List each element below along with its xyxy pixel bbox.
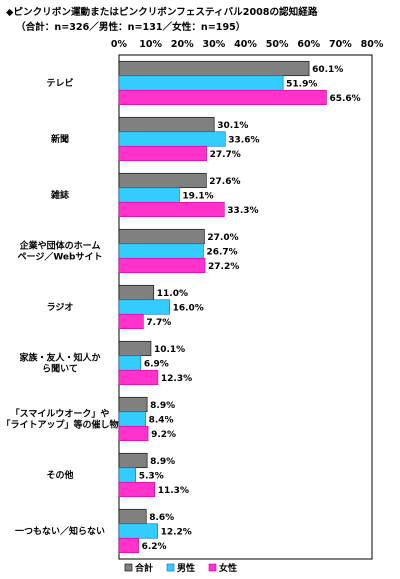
legend-label: 合計: [135, 562, 153, 574]
bar: [118, 467, 137, 483]
category-label: 「ライトアップ」等の催し物: [1, 419, 118, 431]
data-label: 19.1%: [182, 191, 213, 201]
data-label: 12.2%: [161, 527, 192, 537]
bar: [118, 299, 170, 315]
x-tick-label: 10%: [139, 39, 162, 50]
bar: [118, 537, 139, 554]
data-label: 27.2%: [208, 262, 239, 272]
x-tick-label: 50%: [266, 39, 289, 50]
data-label: 6.9%: [144, 359, 169, 369]
data-label: 6.2%: [142, 542, 167, 552]
bar: [118, 523, 158, 539]
bar: [118, 313, 144, 330]
category-label: 「スマイルウオーク」や: [11, 408, 110, 420]
data-label: 8.4%: [149, 415, 174, 425]
bar: [118, 228, 205, 245]
data-label: 51.9%: [286, 79, 317, 89]
bar: [118, 508, 147, 525]
chart-subtitle: （合計：n=326／男性：n=131／女性：n=195）: [16, 22, 246, 33]
bar: [118, 75, 284, 91]
bar: [118, 89, 327, 106]
data-label: 27.6%: [209, 177, 240, 187]
bar: [118, 411, 146, 427]
data-label: 60.1%: [312, 65, 343, 75]
data-label: 8.9%: [150, 401, 175, 411]
bar: [118, 201, 225, 218]
bar: [118, 340, 152, 357]
bar: [118, 187, 180, 203]
legend-swatch: [208, 563, 217, 572]
category-label: その他: [46, 469, 73, 481]
category-label: 新聞: [51, 133, 69, 145]
bar: [118, 145, 207, 162]
x-tick-label: 40%: [234, 39, 257, 50]
legend-label: 男性: [177, 562, 195, 574]
data-label: 9.2%: [151, 430, 176, 440]
category-label: ラジオ: [47, 302, 74, 313]
x-tick-label: 70%: [329, 39, 352, 50]
category-label: ら聞いて: [42, 364, 78, 375]
bar: [118, 425, 149, 442]
bar: [118, 116, 215, 133]
category-label: ページ／Webサイト: [18, 252, 103, 263]
data-label: 7.7%: [146, 318, 171, 328]
category-label: 一つもない／知らない: [15, 525, 105, 537]
data-label: 5.3%: [139, 471, 164, 481]
x-tick-label: 20%: [171, 39, 194, 50]
legend-label: 女性: [219, 562, 237, 574]
x-tick-label: 80%: [361, 39, 384, 50]
x-tick-label: 60%: [297, 39, 320, 50]
category-label: 企業や団体のホーム: [19, 240, 101, 252]
category-label: 雑誌: [50, 189, 69, 201]
category-label: テレビ: [46, 77, 73, 89]
data-label: 11.3%: [158, 486, 189, 496]
bar: [118, 452, 148, 469]
data-label: 30.1%: [217, 121, 248, 131]
chart-title: ◆ピンクリボン運動またはピンクリボンフェスティバル2008の認知経路: [6, 7, 318, 18]
bar: [118, 284, 155, 301]
data-label: 12.3%: [161, 374, 192, 384]
bar: [118, 60, 310, 77]
data-label: 27.0%: [207, 233, 238, 243]
x-tick-label: 0%: [111, 39, 128, 50]
data-label: 26.7%: [206, 247, 237, 257]
data-label: 11.0%: [157, 289, 188, 299]
bar: [118, 355, 142, 371]
bar: [118, 396, 148, 413]
bar: [118, 481, 156, 498]
legend-swatch: [166, 563, 175, 572]
data-label: 33.3%: [227, 206, 258, 216]
bar: [118, 172, 207, 189]
bar: [118, 369, 159, 386]
data-label: 16.0%: [173, 303, 204, 313]
data-label: 8.9%: [150, 457, 175, 467]
bar: [118, 131, 226, 147]
bar: [118, 243, 204, 259]
data-label: 65.6%: [329, 94, 360, 104]
data-label: 27.7%: [210, 150, 241, 160]
x-tick-label: 30%: [203, 39, 226, 50]
data-label: 33.6%: [228, 135, 259, 145]
legend-swatch: [124, 563, 133, 572]
data-label: 10.1%: [154, 345, 185, 355]
bar: [118, 257, 206, 274]
data-label: 8.6%: [149, 513, 174, 523]
category-label: 家族・友人・知人か: [19, 352, 100, 364]
